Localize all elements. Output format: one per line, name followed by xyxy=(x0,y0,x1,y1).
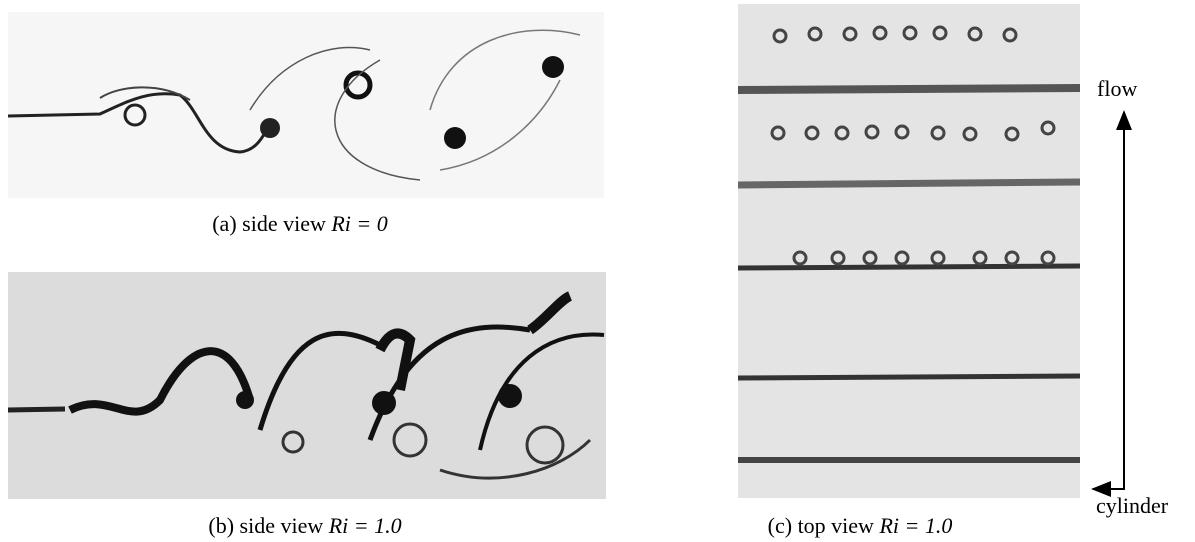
figure-graphics xyxy=(0,0,1195,542)
caption-c: (c) top view Ri = 1.0 xyxy=(768,513,953,539)
photo-top-view xyxy=(738,4,1080,498)
caption-part: side view xyxy=(240,513,324,538)
caption-a: (a) side view Ri = 0 xyxy=(212,211,388,237)
caption-part: side view xyxy=(242,211,326,236)
caption-part: (b) xyxy=(208,513,234,538)
flow-label: flow xyxy=(1097,76,1137,102)
photo-side-view-b xyxy=(8,272,606,499)
caption-part: Ri = 1.0 xyxy=(329,513,402,538)
caption-part: (c) xyxy=(768,513,792,538)
photo-side-view-a xyxy=(8,12,604,198)
caption-b: (b) side view Ri = 1.0 xyxy=(208,513,401,539)
caption-part: Ri = 1.0 xyxy=(879,513,952,538)
caption-part: top view xyxy=(798,513,874,538)
cylinder-label: cylinder xyxy=(1096,493,1168,519)
figure: (a) side view Ri = 0 (b) side view Ri = … xyxy=(0,0,1195,542)
caption-part: (a) xyxy=(212,211,236,236)
caption-part: Ri = 0 xyxy=(331,211,387,236)
